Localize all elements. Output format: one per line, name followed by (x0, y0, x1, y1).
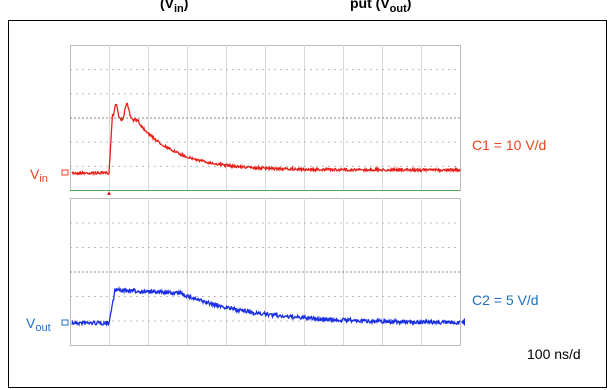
ch2-ground (61, 319, 69, 326)
vout-label: Vout (26, 315, 51, 334)
trigger-marker (107, 191, 111, 195)
c1-scale: C1 = 10 V/d (472, 137, 546, 153)
vin-label: Vin (30, 166, 48, 185)
ch1-ground (61, 169, 69, 176)
title-left: (Vin) (160, 0, 188, 15)
frame (8, 20, 607, 388)
title-right: put (Vout) (350, 0, 411, 15)
traces (61, 102, 465, 327)
vout-trace (71, 286, 461, 327)
grids (70, 45, 461, 346)
ch2-marker (461, 318, 465, 326)
vin-trace (71, 102, 461, 176)
c2-scale: C2 = 5 V/d (472, 292, 539, 308)
timebase: 100 ns/d (527, 346, 581, 362)
